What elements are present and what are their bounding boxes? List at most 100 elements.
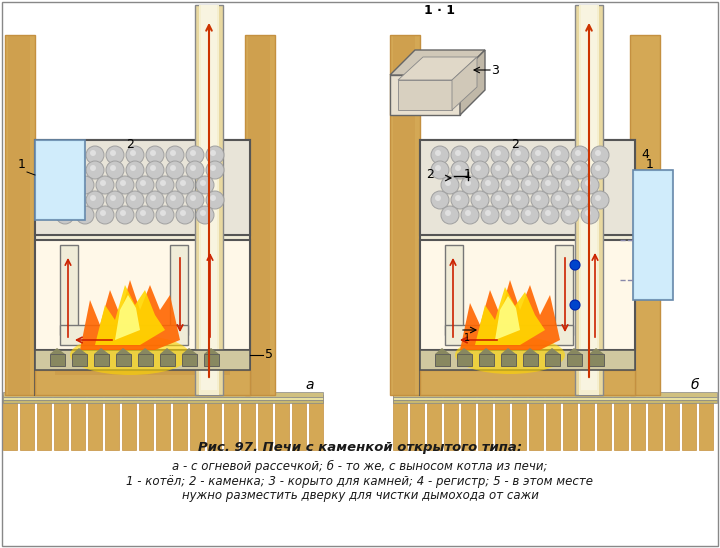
Circle shape xyxy=(501,206,519,224)
Circle shape xyxy=(525,210,531,216)
Bar xyxy=(201,5,217,390)
Polygon shape xyxy=(95,285,165,345)
Bar xyxy=(579,5,599,395)
Circle shape xyxy=(46,161,64,179)
Bar xyxy=(529,395,543,450)
Bar xyxy=(207,395,221,450)
Polygon shape xyxy=(72,348,87,354)
Circle shape xyxy=(571,191,589,209)
Circle shape xyxy=(110,165,116,171)
Circle shape xyxy=(531,161,549,179)
Circle shape xyxy=(475,195,481,201)
Bar xyxy=(597,395,611,450)
Circle shape xyxy=(170,150,176,156)
Circle shape xyxy=(96,206,114,224)
Bar xyxy=(54,395,68,450)
Circle shape xyxy=(541,206,559,224)
Circle shape xyxy=(485,180,491,186)
Circle shape xyxy=(595,150,601,156)
Circle shape xyxy=(551,146,569,164)
Circle shape xyxy=(86,146,104,164)
Polygon shape xyxy=(204,348,219,354)
Bar xyxy=(614,395,628,450)
Bar xyxy=(648,395,662,450)
Circle shape xyxy=(200,210,206,216)
Circle shape xyxy=(555,165,561,171)
Circle shape xyxy=(146,161,164,179)
Circle shape xyxy=(176,206,194,224)
Bar xyxy=(393,395,407,450)
Bar xyxy=(420,350,635,370)
Text: 1: 1 xyxy=(464,333,470,343)
Bar xyxy=(8,35,30,395)
Polygon shape xyxy=(390,50,485,75)
Bar xyxy=(35,350,250,370)
Polygon shape xyxy=(457,348,472,354)
Bar xyxy=(309,395,323,450)
Ellipse shape xyxy=(455,336,565,374)
Text: 1: 1 xyxy=(18,158,26,172)
Bar xyxy=(170,245,188,335)
Polygon shape xyxy=(460,50,485,115)
Circle shape xyxy=(451,146,469,164)
Circle shape xyxy=(76,206,94,224)
Circle shape xyxy=(186,191,204,209)
Circle shape xyxy=(455,150,461,156)
Polygon shape xyxy=(182,348,197,354)
Circle shape xyxy=(441,176,459,194)
Text: 3: 3 xyxy=(491,64,499,77)
Bar xyxy=(427,395,441,450)
Circle shape xyxy=(555,195,561,201)
Circle shape xyxy=(46,146,64,164)
Circle shape xyxy=(435,165,441,171)
Bar xyxy=(444,395,458,450)
Circle shape xyxy=(60,210,66,216)
Text: 2: 2 xyxy=(126,139,134,151)
Polygon shape xyxy=(545,348,560,354)
Circle shape xyxy=(116,206,134,224)
Circle shape xyxy=(501,176,519,194)
Circle shape xyxy=(431,161,449,179)
Circle shape xyxy=(465,180,471,186)
Circle shape xyxy=(585,210,591,216)
Bar xyxy=(204,354,219,366)
Bar xyxy=(3,395,17,450)
Circle shape xyxy=(66,146,84,164)
Circle shape xyxy=(160,180,166,186)
Polygon shape xyxy=(475,287,545,345)
Circle shape xyxy=(575,150,581,156)
Circle shape xyxy=(50,195,56,201)
Circle shape xyxy=(50,165,56,171)
Circle shape xyxy=(150,195,156,201)
Bar xyxy=(60,245,78,335)
Polygon shape xyxy=(435,348,450,354)
Circle shape xyxy=(170,165,176,171)
Polygon shape xyxy=(94,348,109,354)
Circle shape xyxy=(106,161,124,179)
Circle shape xyxy=(551,191,569,209)
Bar xyxy=(5,35,35,395)
Circle shape xyxy=(531,191,549,209)
Circle shape xyxy=(511,146,529,164)
Bar xyxy=(445,325,573,345)
Circle shape xyxy=(80,210,86,216)
Circle shape xyxy=(136,176,154,194)
Circle shape xyxy=(70,195,76,201)
Circle shape xyxy=(445,180,451,186)
Polygon shape xyxy=(115,295,140,340)
Circle shape xyxy=(485,210,491,216)
Bar xyxy=(478,395,492,450)
Bar xyxy=(139,395,153,450)
Circle shape xyxy=(495,195,501,201)
Circle shape xyxy=(120,210,126,216)
Bar xyxy=(156,395,170,450)
Bar xyxy=(457,354,472,366)
Text: 1 · 1: 1 · 1 xyxy=(425,3,456,16)
Bar xyxy=(35,140,85,220)
Circle shape xyxy=(110,195,116,201)
Circle shape xyxy=(76,176,94,194)
Circle shape xyxy=(565,210,571,216)
Bar xyxy=(665,395,679,450)
Bar xyxy=(241,395,255,450)
Bar xyxy=(546,395,560,450)
